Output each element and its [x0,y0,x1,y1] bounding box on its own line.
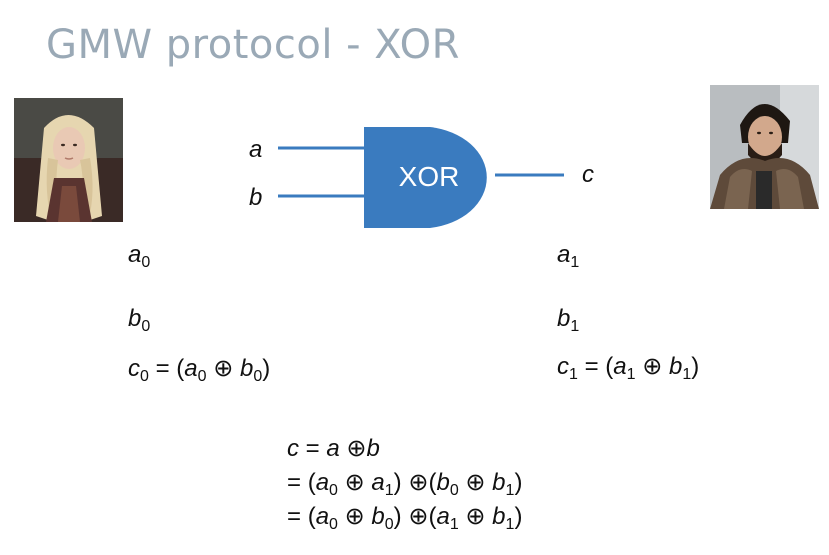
right-share-c-formula: c1 = (a1 ⊕ b1) [557,353,700,383]
left-party-portrait [14,98,123,222]
right-share-b: b1 [557,305,580,335]
left-share-a: a0 [128,241,151,271]
input-b-label: b [249,184,263,211]
derivation-line-3: = (a0 ⊕ b0) ⊕(a1 ⊕ b1) [287,503,523,533]
derivation-line-2: = (a0 ⊕ a1) ⊕(b0 ⊕ b1) [287,469,523,499]
slide-title: GMW protocol - XOR [46,22,460,68]
man-portrait-image [710,85,819,209]
gate-label: XOR [398,161,460,192]
xor-gate-diagram [278,127,564,228]
xor-gate-shape [364,127,487,228]
right-share-a: a1 [557,241,580,271]
right-party-portrait [710,85,819,209]
input-a-label: a [249,136,263,163]
xor-derivation: c = a ⊕b = (a0 ⊕ a1) ⊕(b0 ⊕ b1) = (a0 ⊕ … [287,432,522,534]
derivation-line-1: c = a ⊕b [287,435,380,462]
woman-portrait-image [14,98,123,222]
output-c-label: c [582,161,594,188]
left-share-c-formula: c0 = (a0 ⊕ b0) [128,355,271,385]
left-share-b: b0 [128,305,151,335]
